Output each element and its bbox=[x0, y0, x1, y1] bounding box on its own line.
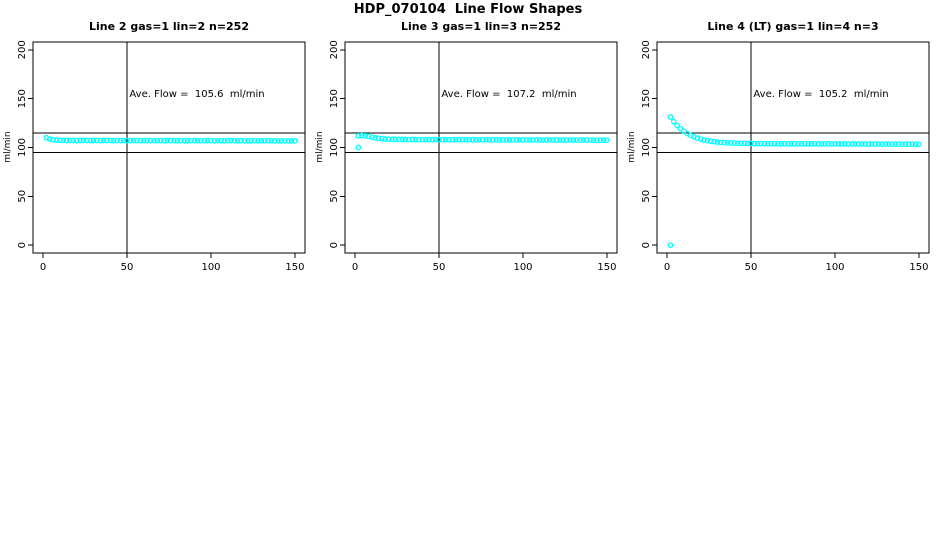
y-tick-label: 0 bbox=[641, 242, 652, 248]
chart-panel-line2: 0 50 100 150 0 50 100 150 200 Line 2 gas=1 lin=2… bbox=[0, 0, 312, 300]
outlier-point bbox=[667, 242, 674, 249]
x-tick-label: 150 bbox=[597, 262, 616, 273]
plot-box bbox=[656, 41, 930, 254]
y-tick-label: 100 bbox=[329, 138, 340, 157]
data-points bbox=[667, 114, 922, 249]
line4-flow-chart: 0 50 100 150 0 50 100 150 200 bbox=[641, 40, 930, 273]
y-tick-label: 50 bbox=[641, 190, 652, 203]
y-tick-label: 50 bbox=[17, 190, 28, 203]
plot-box bbox=[32, 41, 306, 254]
y-tick-label: 200 bbox=[17, 40, 28, 59]
line3-flow-chart: 0 50 100 150 0 50 100 150 200 bbox=[329, 40, 618, 273]
x-tick-label: 100 bbox=[513, 262, 532, 273]
outlier-point bbox=[355, 144, 362, 151]
x-tick-label: 50 bbox=[745, 262, 758, 273]
data-points bbox=[43, 134, 298, 144]
data-points bbox=[355, 132, 610, 151]
y-tick-label: 100 bbox=[641, 138, 652, 157]
y-tick-label: 200 bbox=[329, 40, 340, 59]
x-tick-label: 100 bbox=[201, 262, 220, 273]
y-tick-label: 100 bbox=[17, 138, 28, 157]
panel-title: Line 2 gas=1 lin=2 n=252 bbox=[88, 20, 249, 33]
chart-panel-line3: 0 50 100 150 0 50 100 150 200 Line 3 gas=1 lin=3… bbox=[312, 0, 624, 300]
y-axis-label: ml/min bbox=[315, 131, 325, 163]
y-tick-label: 150 bbox=[17, 89, 28, 108]
x-tick-label: 0 bbox=[40, 262, 46, 273]
panel-title: Line 4 (LT) gas=1 lin=4 n=3 bbox=[707, 20, 879, 33]
chart-panel-line4: 0 50 100 150 0 50 100 150 200 Line 4 (LT) gas=1 … bbox=[624, 0, 936, 300]
x-tick-label: 50 bbox=[121, 262, 134, 273]
x-tick-label: 150 bbox=[285, 262, 304, 273]
y-tick-label: 150 bbox=[641, 89, 652, 108]
ave-flow-annotation: Ave. Flow = 105.6 ml/min bbox=[129, 89, 265, 100]
plot-box bbox=[344, 41, 618, 254]
x-tick-label: 100 bbox=[825, 262, 844, 273]
ave-flow-annotation: Ave. Flow = 105.2 ml/min bbox=[753, 89, 889, 100]
y-tick-label: 200 bbox=[641, 40, 652, 59]
y-tick-label: 0 bbox=[17, 242, 28, 248]
x-tick-label: 0 bbox=[352, 262, 358, 273]
y-tick-label: 50 bbox=[329, 190, 340, 203]
main-title: HDP_070104 Line Flow Shapes bbox=[353, 2, 583, 17]
y-tick-label: 150 bbox=[329, 89, 340, 108]
x-tick-label: 50 bbox=[433, 262, 446, 273]
y-axis-label: ml/min bbox=[3, 131, 13, 163]
ave-flow-annotation: Ave. Flow = 107.2 ml/min bbox=[441, 89, 577, 100]
y-axis-label: ml/min bbox=[627, 131, 637, 163]
panel-title: Line 3 gas=1 lin=3 n=252 bbox=[400, 20, 561, 33]
y-tick-label: 0 bbox=[329, 242, 340, 248]
x-tick-label: 0 bbox=[664, 262, 670, 273]
x-tick-label: 150 bbox=[909, 262, 928, 273]
line2-flow-chart: 0 50 100 150 0 50 100 150 200 bbox=[17, 40, 306, 273]
